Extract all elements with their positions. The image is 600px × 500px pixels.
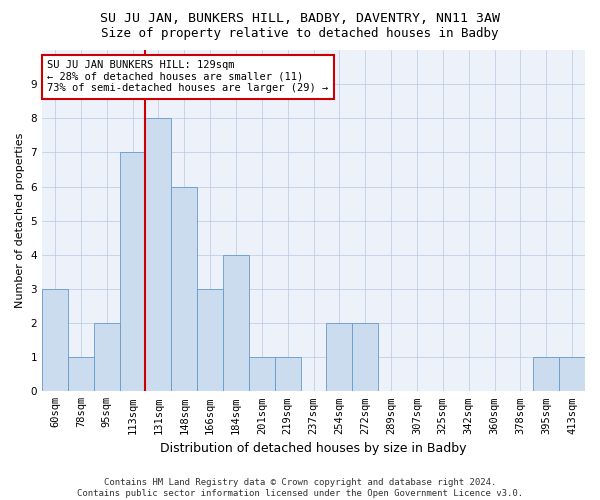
- Text: SU JU JAN BUNKERS HILL: 129sqm
← 28% of detached houses are smaller (11)
73% of : SU JU JAN BUNKERS HILL: 129sqm ← 28% of …: [47, 60, 329, 94]
- Bar: [172, 186, 197, 392]
- Bar: [533, 357, 559, 392]
- Bar: [119, 152, 145, 392]
- Bar: [275, 357, 301, 392]
- Bar: [249, 357, 275, 392]
- Y-axis label: Number of detached properties: Number of detached properties: [15, 133, 25, 308]
- Bar: [42, 289, 68, 392]
- Bar: [197, 289, 223, 392]
- Bar: [94, 323, 119, 392]
- Bar: [559, 357, 585, 392]
- Bar: [68, 357, 94, 392]
- Text: SU JU JAN, BUNKERS HILL, BADBY, DAVENTRY, NN11 3AW: SU JU JAN, BUNKERS HILL, BADBY, DAVENTRY…: [100, 12, 500, 26]
- Text: Contains HM Land Registry data © Crown copyright and database right 2024.
Contai: Contains HM Land Registry data © Crown c…: [77, 478, 523, 498]
- Bar: [223, 255, 249, 392]
- Text: Size of property relative to detached houses in Badby: Size of property relative to detached ho…: [101, 28, 499, 40]
- Bar: [145, 118, 172, 392]
- X-axis label: Distribution of detached houses by size in Badby: Distribution of detached houses by size …: [160, 442, 467, 455]
- Bar: [352, 323, 378, 392]
- Bar: [326, 323, 352, 392]
